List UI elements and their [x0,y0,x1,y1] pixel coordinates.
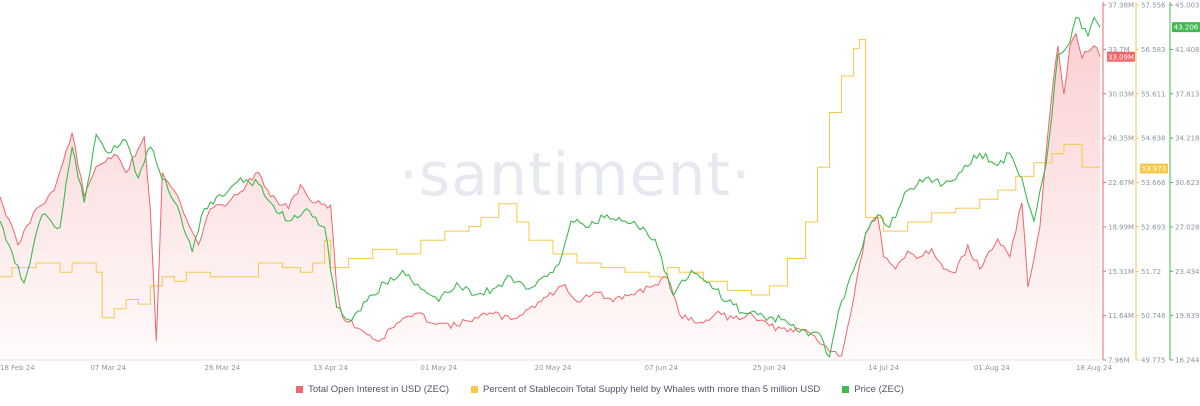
series-line-oi [0,32,1101,357]
x-tick-label: 07 Jun 24 [645,364,679,372]
x-tick-label: 01 Aug 24 [974,364,1010,372]
y-tick-label-oi: 7.96M [1108,357,1130,365]
value-badge-oi [1107,51,1135,62]
legend-swatch-oi [296,385,304,393]
oi-area-fill [0,33,1100,360]
value-badge-price [1172,22,1200,33]
y-tick-label-oi: 18.99M [1108,223,1134,231]
legend-swatch-stablecoin [471,385,479,393]
y-tick-label-price: 37.813 [1175,90,1200,98]
y-tick-label-oi: 26.35M [1108,135,1134,143]
value-badge-stable [1140,163,1168,174]
y-tick-label-price: 16.244 [1175,357,1200,365]
legend-label-oi: Total Open Interest in USD (ZEC) [308,383,450,395]
series-line-stablecoin [0,39,1101,319]
x-tick-label: 14 Jul 24 [868,364,899,372]
y-tick-label-stable: 49.775 [1141,357,1166,365]
y-tick-label-stable: 51.72 [1141,268,1161,276]
x-tick-label: 26 Mar 24 [205,364,241,372]
y-tick-label-price: 27.028 [1175,223,1200,231]
value-badge-label-price: 43.206 [1174,24,1199,32]
x-tick-label: 25 Jun 24 [753,364,787,372]
axes: 18 Feb 24 07 Mar 24 26 Mar 24 13 Apr 24 01 M… [0,2,1200,372]
legend-label-price: Price (ZEC) [854,383,904,395]
series-line-price [0,16,1101,358]
y-tick-label-oi: 22.67M [1108,179,1134,187]
y-tick-label-price: 19.839 [1175,312,1200,320]
y-tick-label-oi: 37.38M [1108,2,1134,10]
value-badge-label-stable: 53.973 [1142,165,1167,173]
series-lines [0,16,1101,358]
legend-swatch-price [842,385,850,393]
plot-area [0,33,1100,360]
legend-item-oi[interactable]: Total Open Interest in USD (ZEC) [296,384,449,395]
y-tick-label-oi: 11.64M [1108,312,1134,320]
x-tick-label: 13 Apr 24 [313,364,348,372]
y-tick-label-price: 23.434 [1175,268,1200,276]
legend-label-stablecoin: Percent of Stablecoin Total Supply held … [483,383,821,395]
y-tick-label-price: 45.003 [1175,2,1200,10]
value-badges: 33.09M 53.973 43.206 [1107,22,1200,174]
y-tick-label-oi: 30.03M [1108,90,1134,98]
y-tick-label-stable: 54.638 [1141,135,1166,143]
y-tick-label-stable: 53.666 [1141,179,1166,187]
x-tick-label: 18 Aug 24 [1076,364,1112,372]
value-badge-label-oi: 33.09M [1108,53,1134,61]
y-tick-label-price: 34.218 [1175,135,1200,143]
x-tick-label: 07 Mar 24 [90,364,126,372]
x-tick-label: 18 Feb 24 [0,364,35,372]
y-tick-label-price: 41.408 [1175,46,1200,54]
x-tick-label: 01 May 24 [420,364,457,372]
legend-item-stablecoin[interactable]: Percent of Stablecoin Total Supply held … [471,384,820,395]
y-tick-label-oi: 33.7M [1108,46,1130,54]
legend-item-price[interactable]: Price (ZEC) [842,384,904,395]
legend: Total Open Interest in USD (ZEC) Percent… [0,379,1200,399]
y-tick-label-stable: 55.611 [1141,90,1166,98]
y-tick-label-oi: 15.31M [1108,268,1134,276]
y-tick-label-stable: 52.693 [1141,223,1166,231]
y-tick-label-stable: 50.748 [1141,312,1166,320]
x-tick-label: 20 May 24 [535,364,572,372]
y-tick-label-stable: 57.556 [1141,2,1166,10]
y-tick-label-stable: 56.583 [1141,46,1166,54]
watermark: ·santiment· [399,140,751,210]
y-tick-label-price: 30.623 [1175,179,1200,187]
chart: ·santiment· 18 Feb 24 07 Mar 24 26 Mar 24 1… [0,2,1200,372]
